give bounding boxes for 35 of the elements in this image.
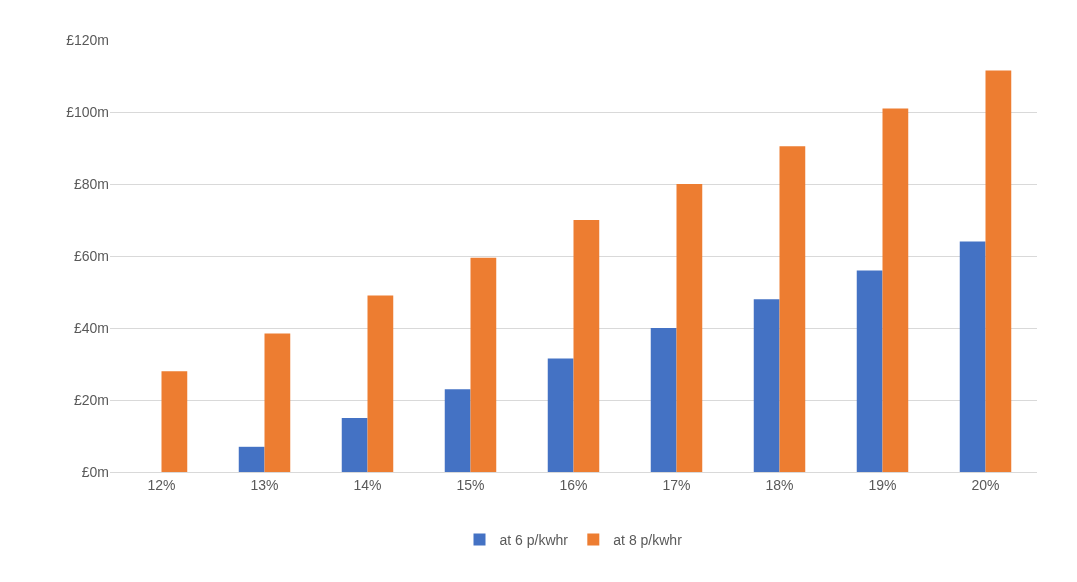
y-tick-label: £20m xyxy=(73,391,109,408)
legend-label: at 6 p/kwhr xyxy=(499,531,569,548)
x-tick-label: 18% xyxy=(765,476,794,493)
x-tick-label: 17% xyxy=(662,476,691,493)
x-tick-label: 14% xyxy=(353,476,382,493)
y-tick-label: £120m xyxy=(66,31,109,48)
x-tick-label: 12% xyxy=(147,476,176,493)
bar xyxy=(882,108,909,472)
y-tick-label: £60m xyxy=(73,247,109,264)
bar xyxy=(161,371,188,472)
bar xyxy=(985,70,1012,472)
bar xyxy=(238,446,265,472)
bar xyxy=(573,220,600,472)
y-tick-label: £80m xyxy=(73,175,109,192)
y-tick-label: £0m xyxy=(81,463,109,480)
bar xyxy=(470,257,497,472)
bar xyxy=(367,295,394,472)
bar xyxy=(856,270,883,472)
x-tick-label: 20% xyxy=(971,476,1000,493)
x-tick-label: 19% xyxy=(868,476,897,493)
y-tick-label: £40m xyxy=(73,319,109,336)
bar xyxy=(444,389,471,472)
y-tick-label: £100m xyxy=(66,103,109,120)
x-tick-label: 13% xyxy=(250,476,279,493)
bar xyxy=(779,146,806,472)
bar xyxy=(676,184,703,472)
bar xyxy=(547,358,574,472)
bar xyxy=(753,299,780,472)
bar xyxy=(341,418,368,472)
x-tick-label: 16% xyxy=(559,476,588,493)
x-tick-label: 15% xyxy=(456,476,485,493)
bar xyxy=(650,328,677,472)
bar xyxy=(959,241,986,472)
bar xyxy=(264,333,291,472)
legend-label: at 8 p/kwhr xyxy=(613,531,683,548)
